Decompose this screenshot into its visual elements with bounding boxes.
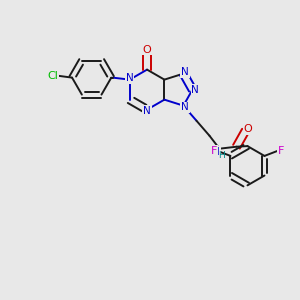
Text: N: N: [181, 67, 189, 77]
Text: N: N: [212, 147, 220, 157]
Text: N: N: [191, 85, 199, 94]
Text: Cl: Cl: [47, 70, 58, 81]
Text: N: N: [181, 102, 189, 112]
Text: H: H: [218, 151, 225, 160]
Text: N: N: [143, 106, 151, 116]
Text: F: F: [278, 146, 284, 156]
Text: N: N: [126, 73, 134, 83]
Text: O: O: [244, 124, 252, 134]
Text: F: F: [211, 146, 217, 156]
Text: O: O: [143, 45, 152, 55]
